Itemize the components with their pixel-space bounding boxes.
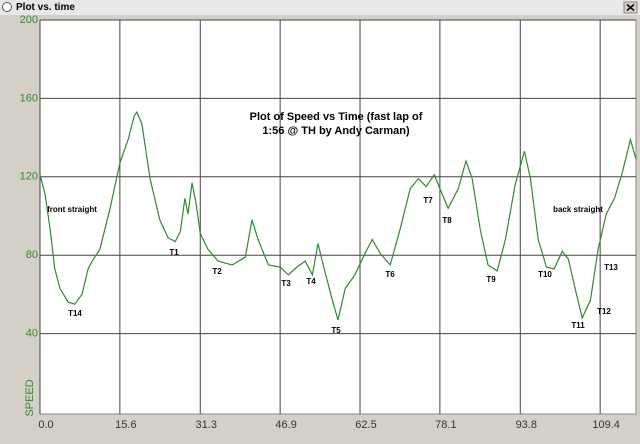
annotation: T10 [538, 270, 552, 279]
x-tick-label: 93.8 [516, 419, 537, 431]
title-bar [0, 0, 640, 15]
x-tick-label: 15.6 [115, 419, 136, 431]
x-tick-label: 46.9 [275, 419, 296, 431]
annotation: T14 [68, 309, 82, 318]
annotation: front straight [47, 205, 97, 214]
x-tick-label: 62.5 [355, 419, 376, 431]
annotation: T13 [604, 263, 618, 272]
x-tick-label: 0.0 [38, 419, 53, 431]
close-icon[interactable] [626, 3, 635, 12]
y-tick-label: 200 [20, 14, 38, 26]
annotation: T3 [281, 279, 291, 288]
annotation: T11 [571, 321, 585, 330]
annotation: T5 [331, 326, 341, 335]
y-tick-label: 160 [20, 92, 38, 104]
annotation: T4 [306, 277, 316, 286]
x-tick-label: 109.4 [592, 419, 620, 431]
speed-line [39, 110, 637, 321]
x-tick-label: 78.1 [435, 419, 456, 431]
y-tick-label: 40 [26, 328, 38, 340]
chart-title: Plot of Speed vs Time (fast lap of [250, 111, 423, 123]
x-tick-label: 31.3 [196, 419, 217, 431]
window-title: Plot vs. time [16, 2, 75, 13]
annotation: T12 [597, 307, 611, 316]
annotation: T1 [169, 248, 179, 257]
plot-area [39, 19, 637, 415]
annotation: T7 [423, 196, 433, 205]
annotation: T6 [385, 270, 395, 279]
close-button[interactable] [623, 1, 638, 14]
y-tick-label: 80 [26, 249, 38, 261]
y-axis-label: SPEED [24, 379, 36, 416]
annotation: T2 [212, 267, 222, 276]
annotation: T9 [486, 275, 496, 284]
chart-title: 1:56 @ TH by Andy Carman) [262, 125, 410, 137]
annotation: T8 [442, 216, 452, 225]
window-icon [2, 2, 12, 12]
annotation: back straight [553, 205, 603, 214]
y-tick-label: 120 [20, 171, 38, 183]
